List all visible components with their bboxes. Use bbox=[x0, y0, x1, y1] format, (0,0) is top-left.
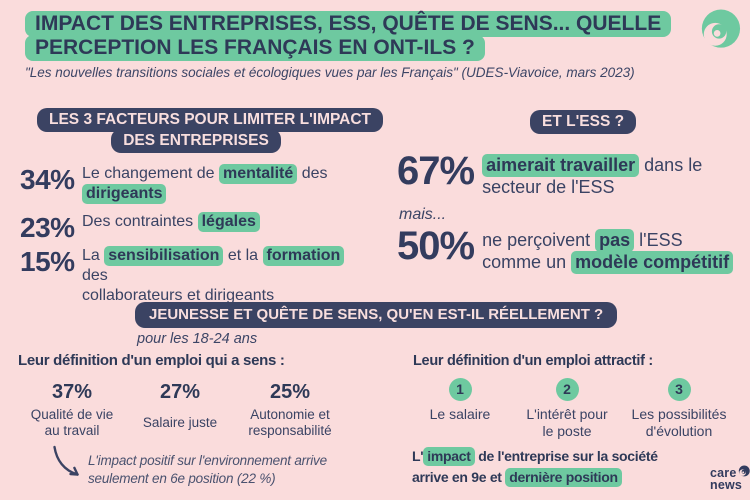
sens-stat-label: Qualité de vie au travail bbox=[15, 407, 129, 439]
factor-value: 15% bbox=[20, 246, 75, 277]
source-subtitle: "Les nouvelles transitions sociales et é… bbox=[25, 65, 635, 80]
sens-stat-label: Autonomie et responsabilité bbox=[232, 407, 348, 439]
ess-text: ne perçoivent bbox=[482, 230, 596, 250]
rank-number-badge: 1 bbox=[448, 378, 472, 401]
highlight-formation: formation bbox=[262, 246, 345, 266]
title-line-2: PERCEPTION LES FRANÇAIS EN ONT-ILS ? bbox=[25, 35, 485, 61]
sens-footnote-line: L'impact positif sur l'environnement arr… bbox=[88, 453, 327, 468]
highlight-dirigeants: dirigeants bbox=[82, 184, 167, 204]
highlight-modele-competitif: modèle compétitif bbox=[571, 251, 734, 274]
sens-stat-value: 25% bbox=[269, 381, 311, 403]
youth-header-badge: JEUNESSE ET QUÊTE DE SENS, QU'EN EST-IL … bbox=[135, 302, 618, 328]
ess-text: dans le bbox=[639, 155, 703, 175]
sens-label-line: Qualité de vie bbox=[30, 407, 114, 422]
ess-stat-label: ne perçoivent pas l'ESS comme un modèle … bbox=[482, 225, 734, 274]
ess-stat-value: 67% bbox=[397, 149, 475, 193]
ess-stat-67: 67% aimerait travailler dans le secteur … bbox=[397, 150, 702, 198]
ess-stat-label: aimerait travailler dans le secteur de l… bbox=[482, 150, 702, 198]
factor-row-mentalite: 34% Le changement de mentalité des dirig… bbox=[20, 162, 372, 204]
highlight-legales: légales bbox=[197, 212, 260, 232]
attractif-column-title: Leur définition d'un emploi attractif : bbox=[413, 353, 653, 369]
rank-label: Les possibilités d'évolution bbox=[618, 406, 740, 440]
logo-text-care: care bbox=[710, 466, 737, 480]
factors-header-line2: DES ENTREPRISES bbox=[111, 129, 281, 153]
factor-text: des bbox=[82, 267, 108, 284]
factor-text: collaborateurs et dirigeants bbox=[82, 287, 275, 304]
factors-section-header: LES 3 FACTEURS POUR LIMITER L'IMPACT DES… bbox=[37, 108, 384, 153]
factor-text: Des contraintes bbox=[82, 213, 198, 230]
rank-number-badge: 3 bbox=[667, 378, 691, 401]
sens-stat-label: Salaire juste bbox=[126, 407, 234, 439]
highlight-mentalite: mentalité bbox=[219, 164, 298, 184]
ess-text: comme un bbox=[482, 252, 572, 272]
factor-text: La bbox=[82, 247, 105, 264]
sens-stat-autonomie: 25% Autonomie et responsabilité bbox=[232, 381, 348, 439]
rank-label-line: Les possibilités bbox=[631, 406, 727, 422]
factor-text: des bbox=[297, 165, 328, 182]
factor-text: et la bbox=[223, 247, 263, 264]
sens-stat-qualite: 37% Qualité de vie au travail bbox=[15, 381, 129, 439]
attractif-footnote: L' impact de l'entreprise sur la société … bbox=[412, 446, 712, 488]
rank-label-line: Le salaire bbox=[429, 406, 491, 422]
highlight-impact: impact bbox=[423, 447, 475, 466]
factors-list: 34% Le changement de mentalité des dirig… bbox=[20, 162, 372, 312]
ess-section-header: ET L'ESS ? bbox=[530, 110, 637, 134]
sens-label-line: Autonomie et bbox=[250, 407, 330, 422]
factor-row-legales: 23% Des contraintes légales bbox=[20, 210, 372, 242]
sens-stat-value: 27% bbox=[159, 381, 201, 403]
sens-footnote-line: seulement en 6e position (22 %) bbox=[88, 471, 276, 486]
attr-note-text: L' bbox=[412, 448, 424, 464]
sens-footnote: L'impact positif sur l'environnement arr… bbox=[88, 452, 327, 488]
highlight-sensibilisation: sensibilisation bbox=[104, 246, 224, 266]
logo-text-news: news bbox=[710, 477, 743, 492]
factor-row-sensibilisation: 15% La sensibilisation et la formation d… bbox=[20, 244, 372, 306]
attr-note-text: arrive en 9e et bbox=[412, 469, 506, 485]
factor-text: Le changement de bbox=[82, 165, 219, 182]
highlight-aimerait-travailler: aimerait travailler bbox=[482, 154, 640, 177]
rank-label-line: L'intérêt pour bbox=[526, 406, 608, 422]
highlight-pas: pas bbox=[595, 229, 635, 252]
rank-label-line: d'évolution bbox=[645, 423, 713, 439]
ess-stat-value: 50% bbox=[397, 224, 475, 268]
rank-number-badge: 2 bbox=[555, 378, 579, 401]
rank-interet: 2 L'intérêt pour le poste bbox=[512, 378, 622, 440]
mais-label: mais... bbox=[399, 206, 447, 223]
ess-header-badge: ET L'ESS ? bbox=[530, 110, 637, 134]
carenews-spiral-icon bbox=[701, 9, 741, 48]
logo-spiral-icon bbox=[738, 465, 750, 477]
highlight-derniere-position: dernière position bbox=[505, 468, 622, 487]
factors-header-line1: LES 3 FACTEURS POUR LIMITER L'IMPACT bbox=[37, 108, 384, 132]
attr-note-text: de l'entreprise sur la société bbox=[474, 448, 658, 464]
factor-label: La sensibilisation et la formation des c… bbox=[82, 244, 372, 306]
sens-label-line: au travail bbox=[44, 423, 100, 438]
factor-value: 23% bbox=[20, 212, 75, 243]
rank-evolution: 3 Les possibilités d'évolution bbox=[618, 378, 740, 440]
factor-label: Le changement de mentalité des dirigeant… bbox=[82, 162, 328, 204]
factor-value: 34% bbox=[20, 164, 75, 195]
rank-label: L'intérêt pour le poste bbox=[512, 406, 622, 440]
title-line-1: IMPACT DES ENTREPRISES, ESS, QUÊTE DE SE… bbox=[25, 11, 672, 37]
ess-text: secteur de l'ESS bbox=[482, 177, 615, 197]
curved-arrow-icon bbox=[50, 445, 86, 486]
sens-label-line: Salaire juste bbox=[142, 415, 218, 430]
sens-stat-salaire: 27% Salaire juste bbox=[126, 381, 234, 439]
audience-label: pour les 18-24 ans bbox=[137, 331, 258, 347]
sens-column-title: Leur définition d'un emploi qui a sens : bbox=[18, 352, 285, 369]
carenews-logo: care news bbox=[710, 465, 750, 492]
rank-label: Le salaire bbox=[405, 406, 515, 423]
rank-label-line: le poste bbox=[542, 423, 592, 439]
youth-section-header: JEUNESSE ET QUÊTE DE SENS, QU'EN EST-IL … bbox=[135, 302, 618, 328]
page-title: IMPACT DES ENTREPRISES, ESS, QUÊTE DE SE… bbox=[25, 11, 672, 61]
ess-stat-50: 50% ne perçoivent pas l'ESS comme un mod… bbox=[397, 224, 734, 274]
sens-label-line: responsabilité bbox=[248, 423, 332, 438]
rank-salaire: 1 Le salaire bbox=[405, 378, 515, 423]
factor-label: Des contraintes légales bbox=[82, 210, 260, 242]
sens-stat-value: 37% bbox=[51, 381, 93, 403]
ess-text: l'ESS bbox=[634, 230, 683, 250]
